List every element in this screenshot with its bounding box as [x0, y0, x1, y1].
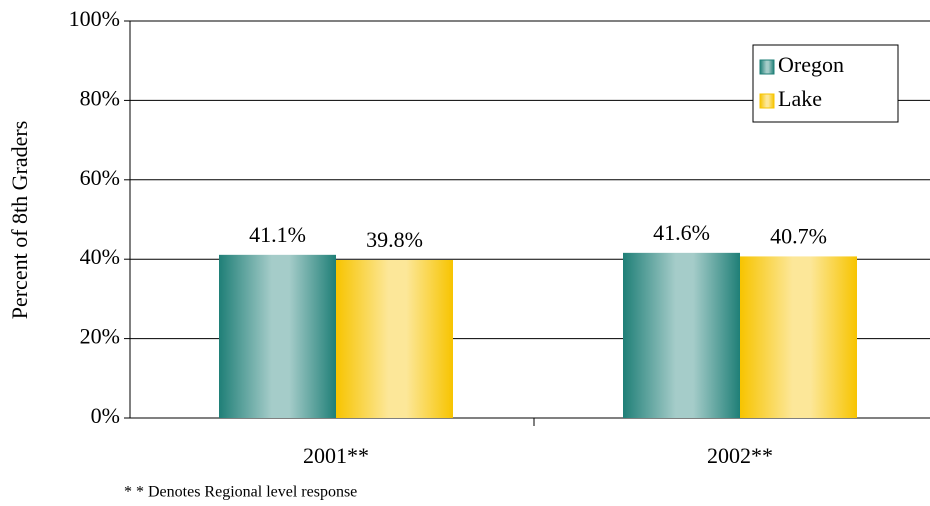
legend-box [752, 44, 899, 123]
y-tick-label: 60% [80, 165, 120, 190]
value-label: 41.1% [249, 222, 306, 247]
y-tick-label: 100% [69, 6, 120, 31]
legend-label: Lake [778, 86, 822, 111]
bar [740, 256, 857, 418]
legend-label: Oregon [778, 52, 844, 77]
value-label: 40.7% [770, 223, 827, 248]
bar [219, 254, 336, 418]
y-tick-label: 20% [80, 324, 120, 349]
y-tick-label: 40% [80, 244, 120, 269]
y-tick-label: 80% [80, 85, 120, 110]
bar [336, 259, 453, 418]
value-label: 41.6% [653, 220, 710, 245]
bar [623, 252, 740, 418]
value-label: 39.8% [366, 227, 423, 252]
y-axis-label: Percent of 8th Graders [7, 121, 32, 320]
footnote: * * Denotes Regional level response [124, 484, 357, 501]
x-tick-label: 2002** [707, 443, 773, 468]
legend-swatch [759, 93, 775, 109]
legend-swatch [759, 59, 775, 75]
x-tick-label: 2001** [303, 443, 369, 468]
y-tick-label: 0% [91, 403, 120, 428]
